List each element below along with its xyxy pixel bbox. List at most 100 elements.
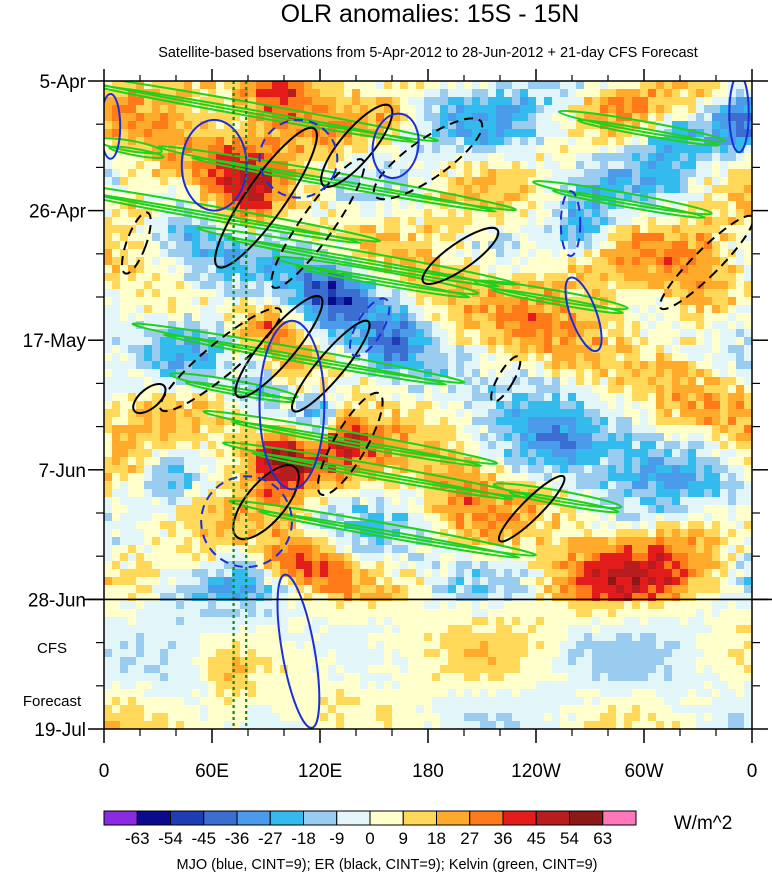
heat-cell <box>280 449 289 458</box>
heat-cell <box>304 377 313 386</box>
heat-cell <box>472 177 481 186</box>
heat-cell <box>440 569 449 578</box>
heat-cell <box>136 569 145 578</box>
heat-cell <box>472 89 481 98</box>
heat-cell <box>328 329 337 338</box>
heat-cell <box>680 385 689 394</box>
heat-cell <box>104 329 113 338</box>
heat-cell <box>368 393 377 402</box>
heat-cell <box>464 521 473 530</box>
heat-cell <box>600 265 609 274</box>
heat-cell <box>352 289 361 298</box>
heat-cell <box>440 169 449 178</box>
heat-cell <box>376 385 385 394</box>
heat-cell <box>336 185 345 194</box>
heat-cell <box>480 273 489 282</box>
heat-cell <box>216 393 225 402</box>
heat-cell <box>176 281 185 290</box>
heat-cell <box>384 537 393 546</box>
heat-cell <box>488 385 497 394</box>
heat-cell <box>664 361 673 370</box>
heat-cell <box>320 145 329 154</box>
heat-cell <box>168 305 177 314</box>
heat-cell <box>696 465 705 474</box>
heat-cell <box>368 449 377 458</box>
heat-cell <box>680 425 689 434</box>
heat-cell <box>504 217 513 226</box>
heat-cell <box>264 257 273 266</box>
heat-cell <box>264 185 273 194</box>
heat-cell <box>624 441 633 450</box>
heat-cell <box>560 369 569 378</box>
heat-cell <box>472 377 481 386</box>
heat-cell <box>576 209 585 218</box>
heat-cell <box>208 193 217 202</box>
heat-cell <box>600 137 609 146</box>
heat-cell <box>208 537 217 546</box>
heat-cell <box>488 97 497 106</box>
heat-cell <box>176 225 185 234</box>
heat-cell <box>704 201 713 210</box>
heat-cell <box>648 409 657 418</box>
heat-cell <box>560 561 569 570</box>
heat-cell <box>304 337 313 346</box>
heat-cell <box>480 417 489 426</box>
heat-cell <box>176 321 185 330</box>
heat-cell <box>528 297 537 306</box>
heat-cell <box>536 353 545 362</box>
heat-cell <box>512 337 521 346</box>
heat-cell <box>104 497 113 506</box>
heat-cell <box>184 569 193 578</box>
heat-cell <box>432 561 441 570</box>
heat-cell <box>152 97 161 106</box>
heat-cell <box>360 233 369 242</box>
heat-cell <box>696 217 705 226</box>
heat-cell <box>584 353 593 362</box>
heat-cell <box>384 97 393 106</box>
heat-cell <box>416 297 425 306</box>
heat-cell <box>648 369 657 378</box>
heat-cell <box>232 361 241 370</box>
heat-cell <box>368 425 377 434</box>
heat-cell <box>240 313 249 322</box>
heat-cell <box>264 121 273 130</box>
heat-cell <box>128 561 137 570</box>
heat-cell <box>616 481 625 490</box>
heat-cell <box>520 217 529 226</box>
heat-cell <box>392 233 401 242</box>
heat-cell <box>360 89 369 98</box>
heat-cell <box>216 561 225 570</box>
heat-cell <box>456 89 465 98</box>
heat-cell <box>496 177 505 186</box>
heat-cell <box>296 417 305 426</box>
heat-cell <box>176 161 185 170</box>
heat-cell <box>536 97 545 106</box>
heat-cell <box>632 481 641 490</box>
heat-cell <box>168 361 177 370</box>
heat-cell <box>632 385 641 394</box>
heat-cell <box>136 513 145 522</box>
heat-cell <box>720 177 729 186</box>
heat-cell <box>504 401 513 410</box>
heat-cell <box>128 361 137 370</box>
heat-cell <box>688 385 697 394</box>
heat-cell <box>344 481 353 490</box>
heat-cell <box>304 169 313 178</box>
heat-cell <box>744 417 752 426</box>
heat-cell <box>208 89 217 98</box>
heat-cell <box>200 313 209 322</box>
heat-cell <box>288 89 297 98</box>
heat-cell <box>600 273 609 282</box>
heat-cell <box>192 265 201 274</box>
heat-cell <box>672 169 681 178</box>
heat-cell <box>504 249 513 258</box>
heat-cell <box>680 297 689 306</box>
heat-cell <box>656 545 665 554</box>
heat-cell <box>336 321 345 330</box>
heat-cell <box>344 233 353 242</box>
heat-cell <box>672 145 681 154</box>
heat-cell <box>600 441 609 450</box>
heat-cell <box>160 225 169 234</box>
heat-cell <box>184 561 193 570</box>
heat-cell <box>312 481 321 490</box>
